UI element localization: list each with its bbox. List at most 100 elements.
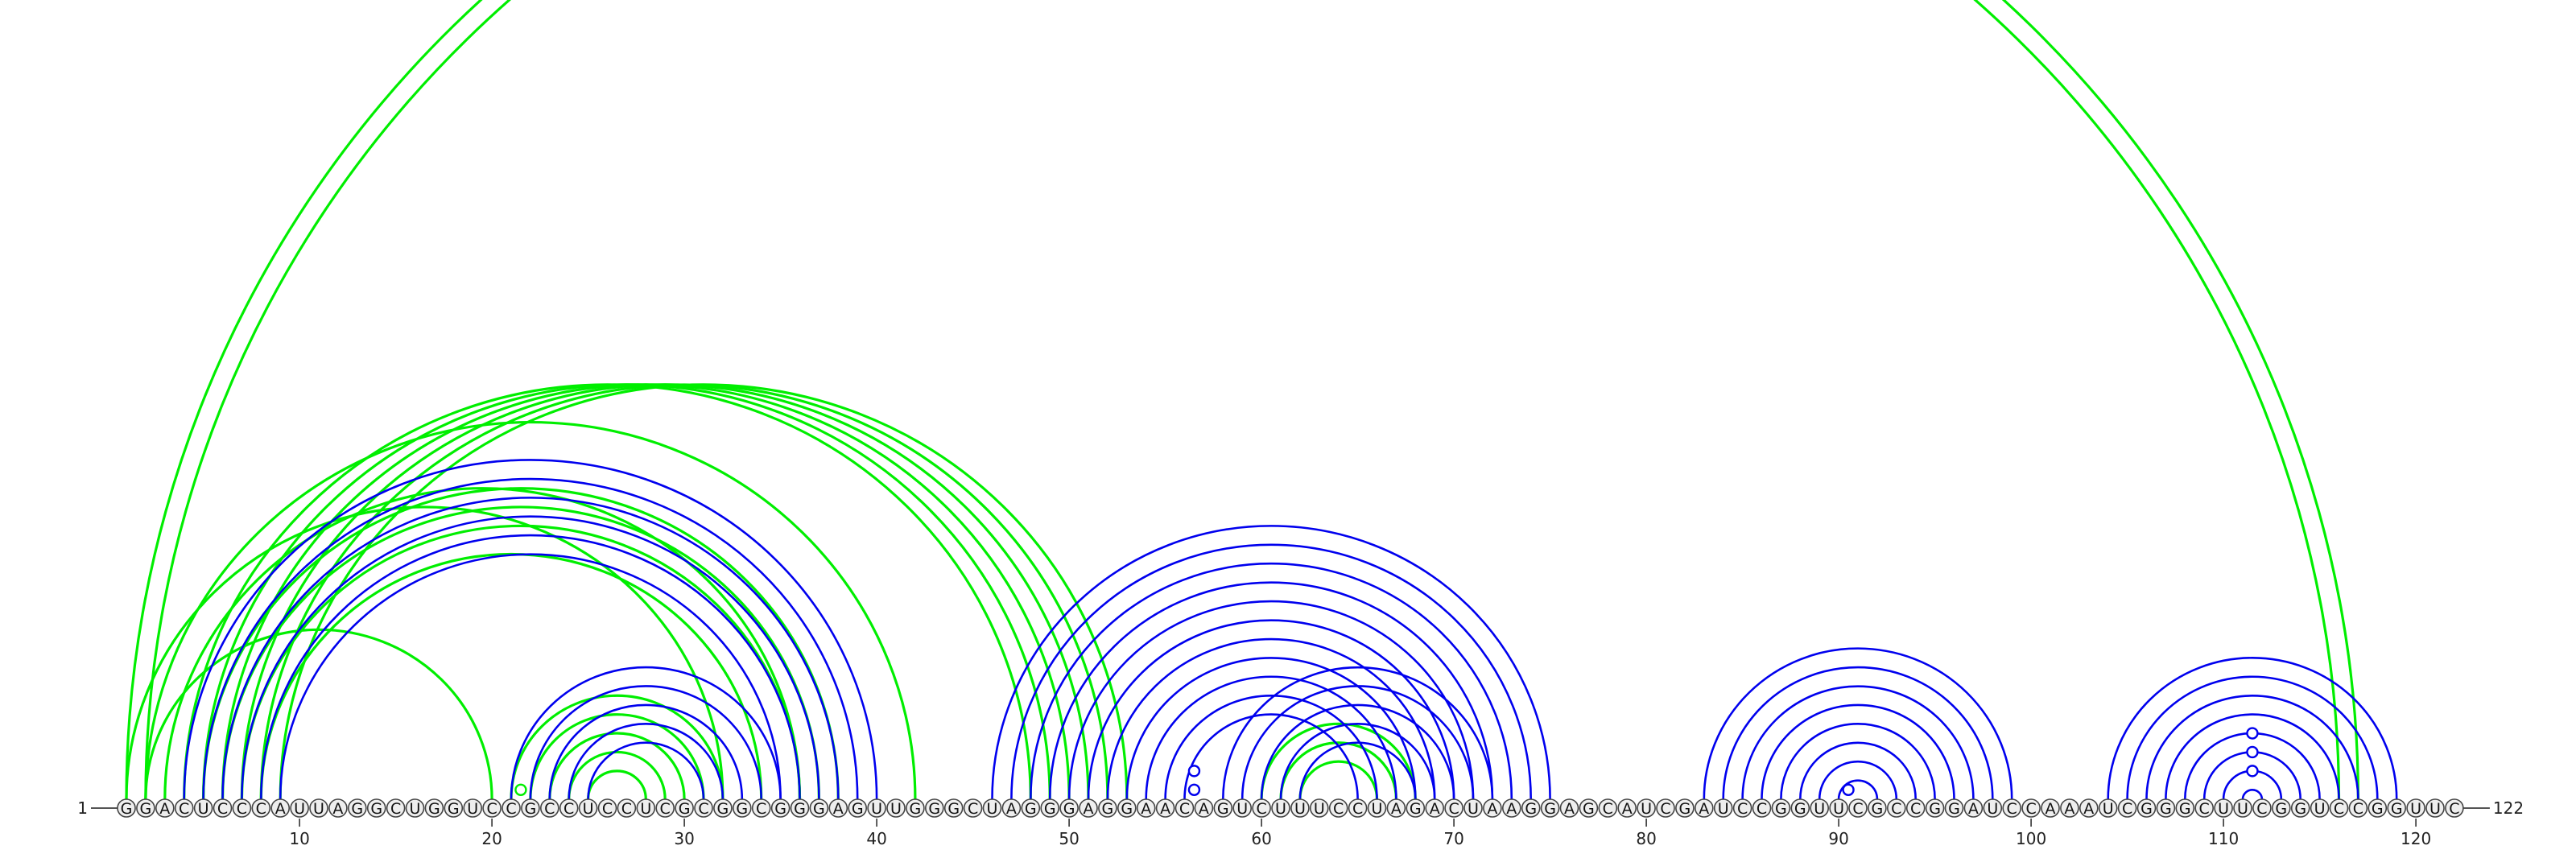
nucleotide-circle (2310, 798, 2330, 818)
nucleotide-letter: U (1468, 800, 1479, 818)
nucleotide-circle (309, 798, 328, 818)
nucleotide-letter: G (2179, 800, 2191, 818)
nucleotide: U (1367, 798, 1387, 818)
nucleotide-circle (559, 798, 579, 818)
nucleotide-letter: C (1910, 800, 1921, 818)
nucleotide: G (2175, 798, 2195, 818)
nucleotide-letter: A (1160, 800, 1170, 818)
nucleotide: G (1213, 798, 1233, 818)
nucleotide-circle (1868, 798, 1887, 818)
nucleotide: C (655, 798, 675, 818)
nucleotide-circle (1001, 798, 1022, 818)
nucleotide-circle (963, 798, 983, 818)
nucleotide: U (1463, 798, 1483, 818)
nucleotide: G (848, 798, 867, 818)
nucleotide-letter: C (2007, 800, 2017, 818)
nucleotide-letter: G (1102, 800, 1114, 818)
nucleotide: C (232, 798, 252, 818)
nucleotide: G (1098, 798, 1117, 818)
nucleotide-circle (1502, 798, 1521, 818)
nucleotide: U (982, 798, 1002, 818)
nucleotide-circle (1117, 798, 1137, 818)
nucleotide-letter: G (1044, 800, 1056, 818)
nucleotide-circle (1425, 798, 1444, 818)
nucleotide-letter: C (756, 800, 766, 818)
nucleotide-circle (1752, 798, 1772, 818)
nucleotide-circle (943, 798, 964, 818)
nucleotide-circle (2329, 798, 2349, 818)
nucleotide: G (1021, 798, 1041, 818)
nucleotide-letter: A (1487, 800, 1497, 818)
position-tick-label: 80 (1636, 829, 1656, 848)
nucleotide: C (2117, 798, 2137, 818)
nucleotide-circle (2156, 798, 2176, 818)
nucleotide-circle (463, 798, 483, 818)
nucleotide-circle (809, 798, 829, 818)
nucleotide: A (1502, 798, 1521, 818)
nucleotide-letter: C (1891, 800, 1901, 818)
nucleotide: U (1310, 798, 1329, 818)
nucleotide-letter: A (332, 800, 343, 818)
nucleotide-letter: G (910, 800, 922, 818)
nucleotide-letter: U (2237, 800, 2248, 818)
nucleotide-letter: A (2064, 800, 2074, 818)
nucleotide: C (1848, 798, 1868, 818)
structure-a-pair-arc (279, 553, 782, 800)
nucleotide-circle (1598, 798, 1618, 818)
structure-b-pair-arc (240, 524, 802, 800)
nucleotide-circle (1348, 798, 1368, 818)
nucleotide: C (2445, 798, 2464, 818)
nucleotide-letter: C (2256, 800, 2267, 818)
nucleotide: U (2310, 798, 2330, 818)
structure-a-pair-arc (510, 666, 782, 800)
nucleotide: U (636, 798, 656, 818)
noncanonical-pair-marker (1187, 783, 1201, 796)
nucleotide-letter: C (621, 800, 632, 818)
nucleotide-circle (521, 798, 540, 818)
nucleotide: U (1829, 798, 1848, 818)
structure-a-pair-arc (1298, 741, 1417, 800)
sequence-start-label: 1 (77, 798, 88, 818)
nucleotide: A (328, 798, 348, 818)
nucleotide-circle (2117, 798, 2137, 818)
nucleotide: C (2252, 798, 2272, 818)
structure-a-pair-arc (202, 477, 859, 800)
nucleotide-circle (848, 798, 867, 818)
nucleotide: G (2290, 798, 2310, 818)
nucleotide-letter: C (2199, 800, 2210, 818)
structure-b-pair-arc (202, 487, 840, 800)
nucleotide-letter: C (486, 800, 497, 818)
nucleotide-circle (2290, 798, 2310, 818)
nucleotide-circle (1656, 798, 1675, 818)
nucleotide-circle (2136, 798, 2157, 818)
nucleotide-letter: G (428, 800, 440, 818)
noncanonical-pair-marker (1842, 783, 1855, 796)
nucleotide-circle (270, 798, 291, 818)
nucleotide-letter: U (2103, 800, 2114, 818)
nucleotide-letter: U (1314, 800, 1325, 818)
nucleotide: A (1079, 798, 1098, 818)
nucleotide: G (713, 798, 733, 818)
nucleotide: G (2136, 798, 2157, 818)
nucleotide-letter: C (1448, 800, 1459, 818)
nucleotide-circle (2041, 798, 2060, 818)
nucleotide-letter: U (1718, 800, 1729, 818)
nucleotide-letter: A (833, 800, 844, 818)
nucleotide-letter: C (2122, 800, 2132, 818)
nucleotide: U (463, 798, 483, 818)
structure-a-pair-arc (1106, 637, 1436, 800)
nucleotide-circle (347, 798, 367, 818)
nucleotide-circle (1098, 798, 1117, 818)
structure-a-pair-arc (1183, 713, 1359, 800)
nucleotide-letter: A (1564, 800, 1575, 818)
nucleotide-circle (1310, 798, 1329, 818)
nucleotide-letter: C (602, 800, 613, 818)
nucleotide-letter: G (1872, 800, 1884, 818)
nucleotide-circle (1194, 798, 1214, 818)
nucleotide-circle (2233, 798, 2252, 818)
nucleotide: U (2214, 798, 2233, 818)
nucleotide: G (136, 798, 155, 818)
nucleotide-letter: A (2046, 800, 2056, 818)
nucleotide-circle (2002, 798, 2021, 818)
